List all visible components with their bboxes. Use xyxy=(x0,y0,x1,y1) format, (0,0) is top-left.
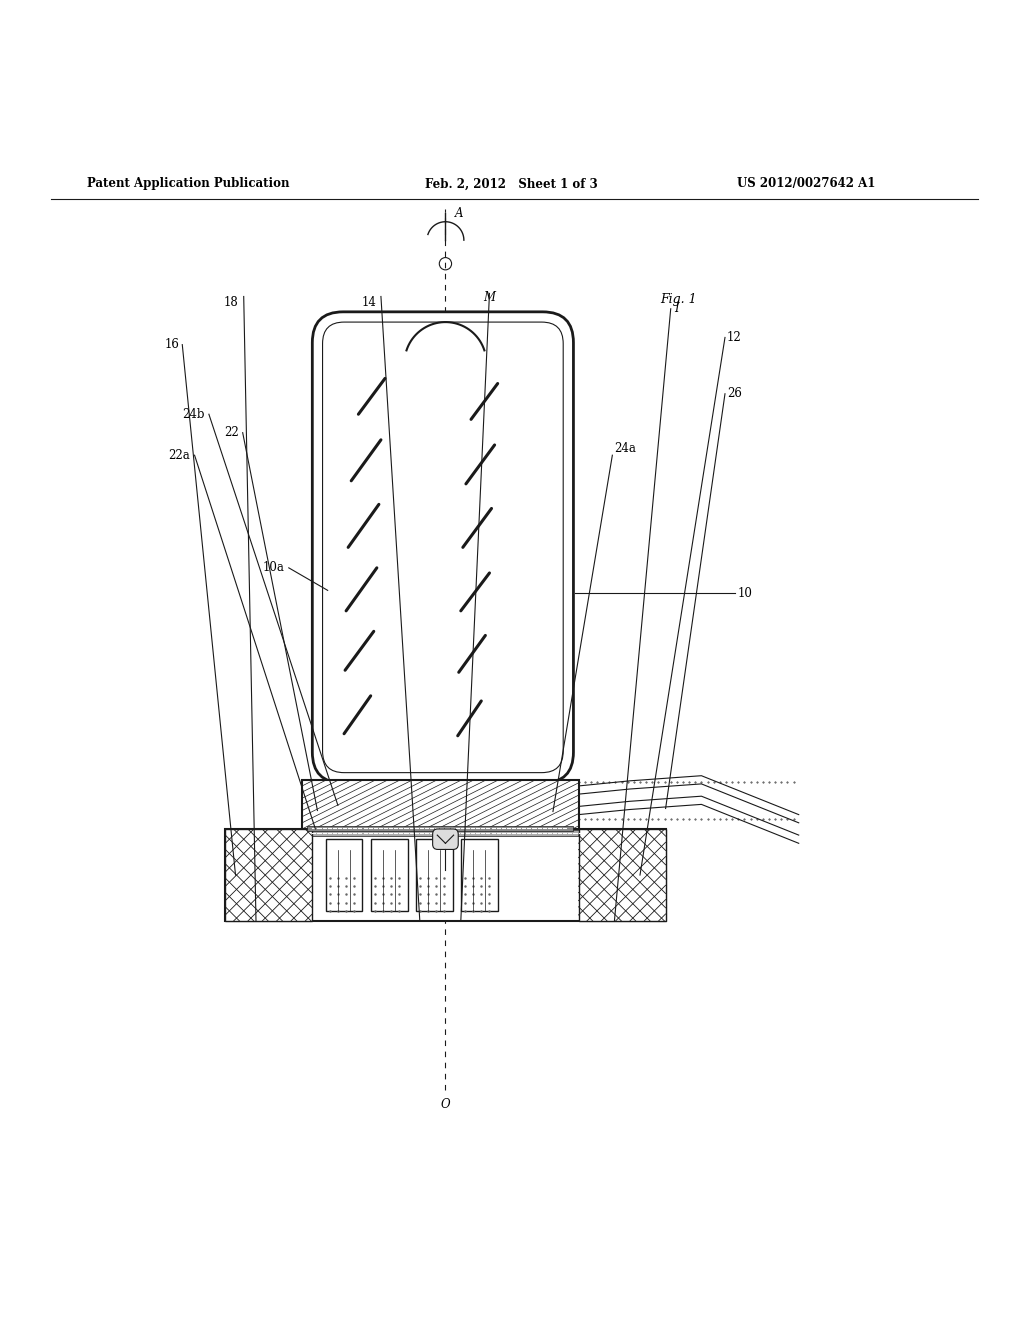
FancyBboxPatch shape xyxy=(312,312,573,783)
Text: 10a: 10a xyxy=(263,561,285,574)
Text: A: A xyxy=(455,207,463,219)
Text: Fig. 1: Fig. 1 xyxy=(660,293,697,306)
Bar xyxy=(579,829,666,921)
Bar xyxy=(461,840,498,911)
Bar xyxy=(225,829,312,921)
Text: Patent Application Publication: Patent Application Publication xyxy=(87,177,290,190)
Text: O: O xyxy=(440,1098,451,1111)
Text: 26: 26 xyxy=(727,387,742,400)
Text: M: M xyxy=(483,292,496,305)
Bar xyxy=(225,830,666,836)
Bar xyxy=(307,826,573,832)
Bar xyxy=(302,780,579,829)
Text: 24b: 24b xyxy=(182,408,205,421)
Text: 22: 22 xyxy=(224,426,239,440)
Bar xyxy=(326,840,362,911)
Text: I: I xyxy=(674,302,679,315)
Text: Feb. 2, 2012   Sheet 1 of 3: Feb. 2, 2012 Sheet 1 of 3 xyxy=(425,177,598,190)
Text: US 2012/0027642 A1: US 2012/0027642 A1 xyxy=(737,177,876,190)
Text: 22a: 22a xyxy=(168,449,189,462)
Bar xyxy=(225,829,666,921)
Text: 24a: 24a xyxy=(614,442,636,455)
FancyBboxPatch shape xyxy=(432,829,459,850)
Text: 10: 10 xyxy=(737,587,753,599)
Text: 14: 14 xyxy=(361,297,377,309)
Text: 12: 12 xyxy=(727,331,741,345)
Bar xyxy=(416,840,453,911)
Bar xyxy=(371,840,408,911)
Text: 18: 18 xyxy=(223,297,238,309)
Text: 16: 16 xyxy=(164,338,179,351)
